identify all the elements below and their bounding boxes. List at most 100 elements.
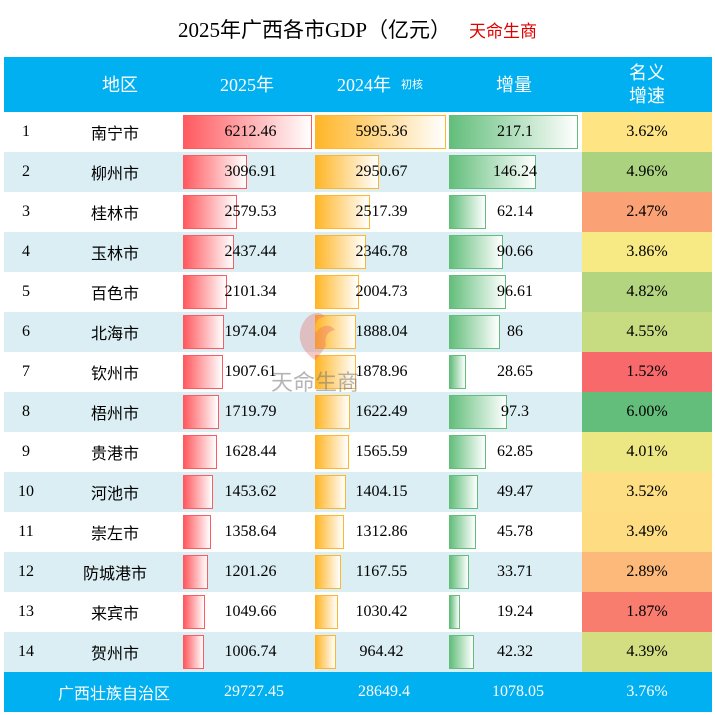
bar-2024 — [315, 435, 350, 469]
value-rate: 1.87% — [582, 592, 712, 632]
value-rate: 6.00% — [582, 392, 712, 432]
value-2025: 1358.64 — [224, 523, 277, 540]
value-2025: 1049.66 — [224, 603, 277, 620]
rank: 6 — [22, 323, 30, 340]
bar-increase — [449, 395, 507, 429]
rank: 1 — [22, 123, 30, 140]
bar-2025 — [183, 195, 237, 229]
value-2024: 1888.04 — [355, 323, 408, 340]
value-increase: 45.78 — [497, 523, 533, 540]
value-rate: 4.96% — [582, 152, 712, 192]
title-text: 2025年广西各市GDP（亿元） — [177, 18, 451, 42]
bar-2025 — [183, 555, 208, 589]
table-row: 7 钦州市 1907.61 1878.96 28.65 1.52% — [4, 352, 712, 392]
header-2024-note: 初核 — [401, 78, 423, 91]
value-2024: 2346.78 — [355, 243, 408, 260]
header-2025: 2025年 — [220, 74, 274, 95]
table-total-row: 广西壮族自治区 29727.45 28649.4 1078.05 3.76% — [4, 672, 712, 712]
bar-increase — [449, 275, 507, 309]
value-increase: 86 — [507, 323, 523, 340]
total-increase: 1078.05 — [492, 683, 544, 700]
table-row: 10 河池市 1453.62 1404.15 49.47 3.52% — [4, 472, 712, 512]
table-row: 14 贺州市 1006.74 964.42 42.32 4.39% — [4, 632, 712, 672]
value-increase: 62.85 — [497, 443, 533, 460]
value-increase: 28.65 — [497, 363, 533, 380]
bar-2024 — [315, 155, 380, 189]
table-row: 3 桂林市 2579.53 2517.39 62.14 2.47% — [4, 192, 712, 232]
bar-increase — [449, 515, 477, 549]
bar-increase — [449, 475, 479, 509]
bar-2025 — [183, 115, 312, 149]
region-name: 来宾市 — [90, 606, 139, 623]
region-name: 梧州市 — [90, 406, 139, 423]
total-region: 广西壮族自治区 — [57, 686, 170, 703]
bar-increase — [449, 595, 461, 629]
bar-2025 — [183, 635, 204, 669]
value-2024: 2950.67 — [355, 163, 408, 180]
region-name: 玉林市 — [90, 246, 139, 263]
bar-2024 — [315, 355, 357, 389]
bar-2025 — [183, 395, 219, 429]
table-row: 11 崇左市 1358.64 1312.86 45.78 3.49% — [4, 512, 712, 552]
rank: 14 — [18, 643, 34, 660]
rank: 7 — [22, 363, 30, 380]
bar-increase — [449, 355, 467, 389]
total-rate: 3.76% — [626, 683, 668, 700]
header-region: 地区 — [102, 74, 138, 95]
bar-2024 — [315, 195, 370, 229]
bar-increase — [449, 115, 578, 149]
total-2024: 28649.4 — [358, 683, 410, 700]
value-increase: 96.61 — [497, 283, 533, 300]
value-increase: 97.3 — [501, 403, 529, 420]
bar-increase — [449, 235, 503, 269]
value-increase: 49.47 — [497, 483, 533, 500]
bar-2025 — [183, 155, 248, 189]
value-increase: 42.32 — [497, 643, 533, 660]
bar-increase — [449, 435, 487, 469]
rank: 3 — [22, 203, 30, 220]
table-row: 4 玉林市 2437.44 2346.78 90.66 3.86% — [4, 232, 712, 272]
value-2024: 2517.39 — [355, 203, 408, 220]
value-2025: 1719.79 — [224, 403, 277, 420]
bar-2025 — [183, 275, 227, 309]
region-name: 防城港市 — [82, 566, 147, 583]
table-row: 8 梧州市 1719.79 1622.49 97.3 6.00% — [4, 392, 712, 432]
region-name: 贺州市 — [90, 646, 139, 663]
table-row: 9 贵港市 1628.44 1565.59 62.85 4.01% — [4, 432, 712, 472]
table-row: 1 南宁市 6212.46 5995.36 217.1 3.62% — [4, 112, 712, 152]
bar-2024 — [315, 395, 351, 429]
rank: 2 — [22, 163, 30, 180]
rank: 5 — [22, 283, 30, 300]
table-row: 5 百色市 2101.34 2004.73 96.61 4.82% — [4, 272, 712, 312]
brand-label: 天命生商 — [469, 22, 537, 41]
header-2024-label: 2024年 — [337, 74, 391, 95]
bar-2025 — [183, 515, 212, 549]
value-2024: 964.42 — [359, 643, 404, 660]
bar-2024 — [315, 275, 359, 309]
value-increase: 19.24 — [497, 603, 533, 620]
region-name: 柳州市 — [90, 166, 139, 183]
value-increase: 33.71 — [497, 563, 533, 580]
table-row: 12 防城港市 1201.26 1167.55 33.71 2.89% — [4, 552, 712, 592]
total-2025: 29727.45 — [224, 683, 284, 700]
value-2024: 1565.59 — [355, 443, 408, 460]
bar-2025 — [183, 355, 223, 389]
value-rate: 4.82% — [582, 272, 712, 312]
rank: 13 — [18, 603, 34, 620]
header-rate-label: 名义增速 — [629, 62, 665, 106]
value-2024: 1167.55 — [355, 563, 408, 580]
value-rate: 2.89% — [582, 552, 712, 592]
value-2025: 2437.44 — [224, 243, 277, 260]
bar-increase — [449, 555, 470, 589]
value-increase: 62.14 — [497, 203, 533, 220]
region-name: 北海市 — [90, 326, 139, 343]
value-rate: 2.47% — [582, 192, 712, 232]
bar-2025 — [183, 315, 224, 349]
table-row: 13 来宾市 1049.66 1030.42 19.24 1.87% — [4, 592, 712, 632]
value-rate: 4.39% — [582, 632, 712, 672]
value-2025: 6212.46 — [224, 123, 277, 140]
gdp-table: 地区 2025年 2024年 初核 增量 名义增速 1 南宁市 6212.46 5995… — [4, 57, 712, 712]
bar-2024 — [315, 115, 446, 149]
header-2024: 2024年 初核 — [315, 57, 445, 112]
bar-2025 — [183, 475, 214, 509]
